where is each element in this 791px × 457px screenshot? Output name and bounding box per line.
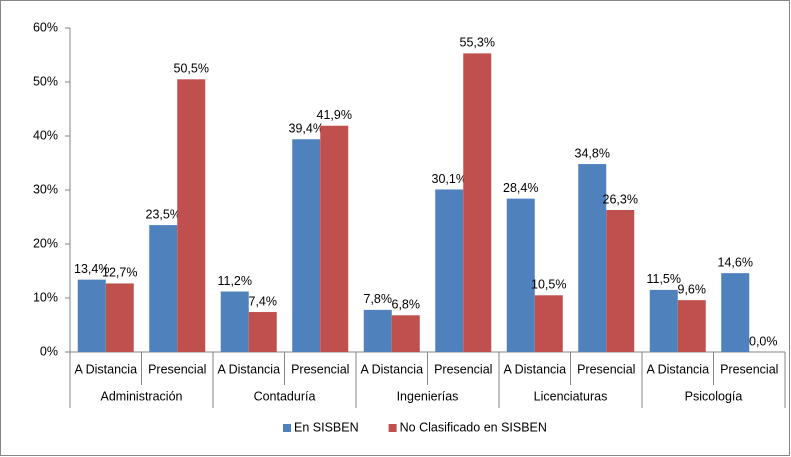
value-label: 7,8% — [364, 292, 393, 306]
value-label: 34,8% — [575, 146, 610, 160]
bar — [149, 225, 178, 352]
value-label: 7,4% — [249, 294, 278, 308]
bar — [220, 291, 249, 352]
bar — [177, 79, 206, 353]
y-tick-label: 10% — [33, 290, 58, 304]
legend-label: En SISBEN — [294, 420, 359, 434]
y-tick-label: 0% — [40, 344, 58, 358]
bar — [435, 189, 464, 352]
value-label: 26,3% — [603, 192, 638, 206]
bar — [578, 164, 607, 352]
value-label: 11,5% — [646, 272, 681, 286]
bar — [363, 309, 392, 352]
bar — [292, 139, 321, 352]
group-label: Psicología — [685, 389, 743, 403]
value-label: 10,5% — [531, 278, 566, 292]
bar — [105, 283, 134, 352]
value-label: 39,4% — [289, 122, 324, 136]
value-label: 11,2% — [217, 274, 252, 288]
value-label: 9,6% — [678, 282, 707, 296]
group-label: Contaduría — [254, 389, 316, 403]
y-tick-label: 60% — [33, 20, 58, 34]
bar — [506, 198, 535, 352]
legend-swatch — [283, 424, 291, 432]
x-tick-label: Presencial — [577, 362, 635, 376]
value-label: 14,6% — [718, 255, 753, 269]
value-label: 41,9% — [317, 108, 352, 122]
x-tick-label: A Distancia — [503, 362, 566, 376]
value-label: 55,3% — [460, 36, 495, 50]
x-tick-label: A Distancia — [646, 362, 709, 376]
y-tick-label: 30% — [33, 182, 58, 196]
bar — [77, 279, 106, 352]
value-label: 12,7% — [102, 266, 137, 280]
group-label: Ingenierías — [397, 389, 459, 403]
value-label: 6,8% — [392, 298, 421, 312]
x-tick-label: Presencial — [291, 362, 349, 376]
value-label: 13,4% — [74, 262, 109, 276]
value-label: 23,5% — [146, 207, 181, 221]
group-label: Licenciaturas — [534, 389, 608, 403]
bar — [248, 312, 277, 352]
value-label: 28,4% — [503, 181, 538, 195]
x-tick-label: Presencial — [720, 362, 778, 376]
y-tick-label: 40% — [33, 128, 58, 142]
value-label: 0,0% — [749, 334, 778, 348]
bar — [463, 53, 492, 352]
legend-swatch — [388, 424, 397, 432]
x-tick-label: A Distancia — [360, 362, 423, 376]
bar — [721, 273, 750, 352]
bar — [320, 125, 349, 353]
value-label: 50,5% — [174, 62, 209, 76]
bar — [391, 315, 420, 352]
x-tick-label: A Distancia — [74, 362, 137, 376]
legend-label: No Clasificado en SISBEN — [400, 420, 547, 434]
x-tick-label: Presencial — [148, 362, 206, 376]
bar — [534, 295, 563, 352]
x-tick-label: A Distancia — [217, 362, 280, 376]
y-tick-label: 50% — [33, 74, 58, 88]
group-label: Administración — [101, 389, 183, 403]
bar — [606, 209, 635, 352]
bar — [649, 289, 678, 352]
x-tick-label: Presencial — [434, 362, 492, 376]
bar — [677, 300, 706, 352]
value-label: 30,1% — [432, 172, 467, 186]
y-tick-label: 20% — [33, 236, 58, 250]
